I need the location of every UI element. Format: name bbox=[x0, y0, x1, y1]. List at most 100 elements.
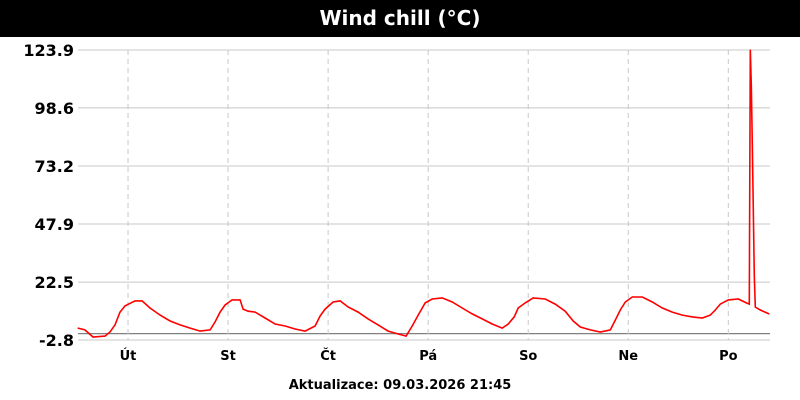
data-point bbox=[709, 314, 711, 316]
data-point bbox=[748, 303, 750, 305]
data-point bbox=[219, 311, 221, 313]
data-point bbox=[471, 313, 473, 315]
y-tick-label: 22.5 bbox=[35, 273, 74, 292]
data-point bbox=[554, 303, 556, 305]
grid bbox=[78, 49, 770, 341]
x-tick-label: Po bbox=[719, 349, 738, 364]
data-point bbox=[319, 315, 321, 317]
data-point bbox=[461, 307, 463, 309]
data-point bbox=[411, 325, 413, 327]
data-point bbox=[231, 299, 233, 301]
data-point bbox=[169, 320, 171, 322]
data-point bbox=[671, 311, 673, 313]
data-point bbox=[264, 317, 266, 319]
data-point bbox=[119, 311, 121, 313]
x-tick-label: Čt bbox=[320, 348, 336, 364]
data-point bbox=[357, 311, 359, 313]
data-point bbox=[247, 310, 249, 312]
data-point bbox=[614, 319, 616, 321]
data-point bbox=[513, 316, 515, 318]
data-point bbox=[141, 300, 143, 302]
data-point bbox=[759, 309, 761, 311]
data-point bbox=[564, 310, 566, 312]
data-point bbox=[589, 329, 591, 331]
data-point bbox=[324, 308, 326, 310]
wind-chill-line bbox=[77, 49, 770, 338]
data-point bbox=[609, 329, 611, 331]
data-point bbox=[751, 149, 753, 151]
data-point bbox=[544, 298, 546, 300]
data-point bbox=[189, 327, 191, 329]
y-tick-label: 98.6 bbox=[35, 99, 74, 118]
data-point bbox=[387, 330, 389, 332]
data-point bbox=[254, 311, 256, 313]
data-point bbox=[209, 329, 211, 331]
data-point bbox=[294, 328, 296, 330]
data-point bbox=[92, 336, 94, 338]
data-point bbox=[77, 327, 79, 329]
data-point bbox=[397, 333, 399, 335]
data-point bbox=[752, 209, 754, 211]
data-point bbox=[691, 316, 693, 318]
data-point bbox=[367, 318, 369, 320]
data-point bbox=[114, 324, 116, 326]
data-point bbox=[314, 325, 316, 327]
data-point bbox=[745, 302, 747, 304]
x-tick-label: Ne bbox=[618, 349, 638, 364]
data-point bbox=[179, 324, 181, 326]
data-point bbox=[104, 335, 106, 337]
data-point bbox=[681, 314, 683, 316]
x-tick-label: Pá bbox=[419, 349, 437, 364]
x-tick-label: Út bbox=[120, 348, 137, 364]
data-point bbox=[441, 297, 443, 299]
data-point bbox=[417, 314, 419, 316]
data-point bbox=[532, 297, 534, 299]
data-point bbox=[405, 335, 407, 337]
data-point bbox=[768, 313, 770, 315]
data-point bbox=[517, 307, 519, 309]
data-point bbox=[124, 305, 126, 307]
data-point bbox=[224, 304, 226, 306]
data-point bbox=[109, 331, 111, 333]
data-point bbox=[134, 300, 136, 302]
data-point bbox=[727, 299, 729, 301]
data-point bbox=[572, 320, 574, 322]
chart-title: Wind chill (°C) bbox=[0, 0, 800, 37]
data-point bbox=[159, 314, 161, 316]
data-point bbox=[501, 327, 503, 329]
x-axis: Út St Čt Pá So Ne Po bbox=[120, 348, 738, 364]
data-point bbox=[749, 49, 751, 51]
data-point bbox=[641, 296, 643, 298]
data-point bbox=[579, 326, 581, 328]
data-point bbox=[701, 317, 703, 319]
data-point bbox=[651, 301, 653, 303]
y-tick-label: -2.8 bbox=[39, 331, 74, 350]
data-point bbox=[737, 298, 739, 300]
data-point bbox=[491, 323, 493, 325]
data-point bbox=[714, 309, 716, 311]
data-point bbox=[599, 331, 601, 333]
data-point bbox=[719, 303, 721, 305]
data-point bbox=[631, 296, 633, 298]
y-tick-label: 73.2 bbox=[35, 157, 74, 176]
data-point bbox=[750, 84, 752, 86]
data-point bbox=[661, 307, 663, 309]
data-point bbox=[242, 308, 244, 310]
x-tick-label: St bbox=[220, 349, 236, 364]
y-tick-label: 123.9 bbox=[23, 41, 74, 60]
last-updated: Aktualizace: 09.03.2026 21:45 bbox=[288, 378, 512, 393]
y-tick-label: 47.9 bbox=[35, 215, 74, 234]
series bbox=[77, 49, 770, 338]
data-point bbox=[347, 306, 349, 308]
data-point bbox=[239, 299, 241, 301]
data-point bbox=[304, 330, 306, 332]
data-point bbox=[214, 321, 216, 323]
data-point bbox=[481, 318, 483, 320]
x-tick-label: So bbox=[519, 349, 537, 364]
data-point bbox=[339, 300, 341, 302]
data-point bbox=[424, 302, 426, 304]
data-point bbox=[274, 323, 276, 325]
data-point bbox=[451, 301, 453, 303]
data-point bbox=[377, 324, 379, 326]
